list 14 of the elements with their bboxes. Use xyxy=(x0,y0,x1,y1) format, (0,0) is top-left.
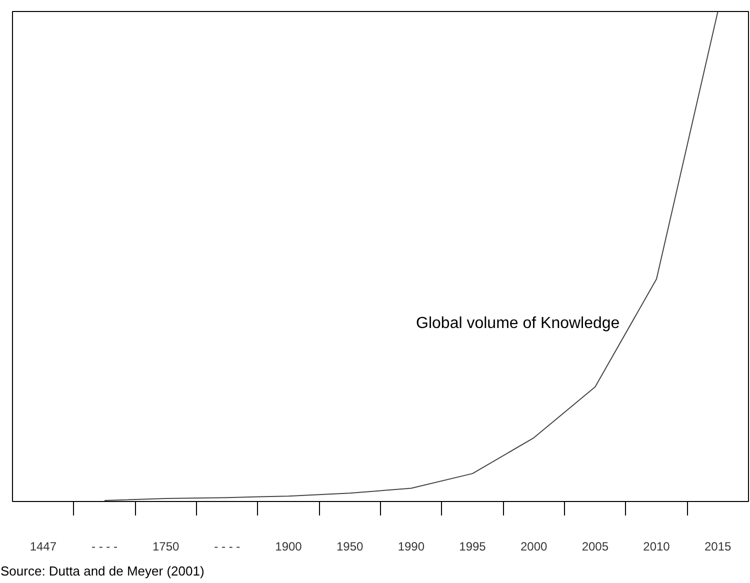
x-tick-label: - - - - xyxy=(92,540,118,554)
x-tick-label: - - - - xyxy=(214,540,240,554)
x-tick-label: 2015 xyxy=(704,540,732,554)
x-tick-label: 2005 xyxy=(582,540,609,554)
x-tick-label: 2000 xyxy=(520,540,548,554)
x-tick-label: 1447 xyxy=(30,540,57,554)
x-tick-label: 1990 xyxy=(398,540,425,554)
x-tick-label: 1750 xyxy=(152,540,180,554)
x-tick-label: 1900 xyxy=(275,540,302,554)
x-tick-label: 1950 xyxy=(336,540,364,554)
x-tick-label: 1995 xyxy=(459,540,486,554)
x-tick-label: 2010 xyxy=(643,540,670,554)
series-label: Global volume of Knowledge xyxy=(416,315,620,332)
source-note: Source: Dutta and de Meyer (2001) xyxy=(0,564,204,578)
